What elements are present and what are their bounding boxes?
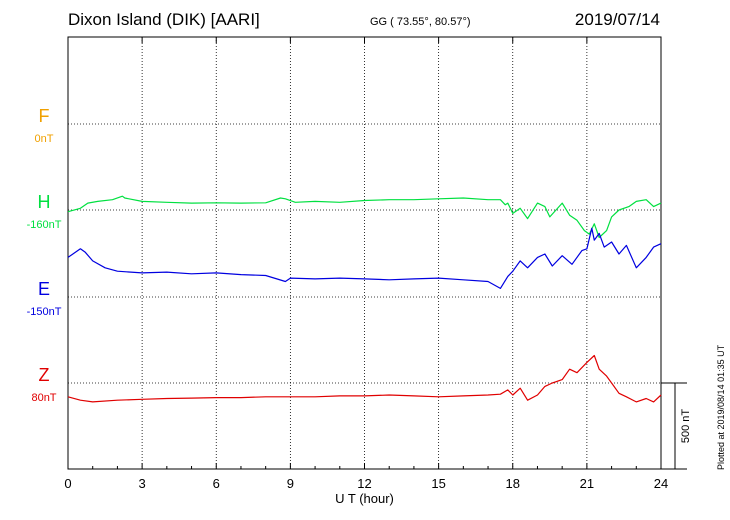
series-baseline-z: 80nT (31, 392, 56, 404)
x-tick-label: 15 (431, 476, 445, 491)
scale-bar-label: 500 nT (680, 409, 692, 444)
series-name-e: E (38, 279, 50, 299)
x-axis-label: U T (hour) (335, 491, 394, 506)
x-tick-label: 9 (287, 476, 294, 491)
x-tick-label: 12 (357, 476, 371, 491)
x-tick-label: 21 (580, 476, 594, 491)
x-tick-label: 24 (654, 476, 668, 491)
series-name-z: Z (39, 365, 50, 385)
series-baseline-e: -150nT (27, 306, 62, 318)
series-name-h: H (38, 192, 51, 212)
x-tick-label: 3 (139, 476, 146, 491)
series-line-e (67, 227, 662, 289)
x-tick-label: 18 (506, 476, 520, 491)
geographic-coordinates: GG ( 73.55°, 80.57°) (370, 16, 471, 28)
series-name-f: F (39, 106, 50, 126)
x-tick-label: 0 (64, 476, 71, 491)
x-tick-label: 6 (213, 476, 220, 491)
plot-date: 2019/07/14 (574, 10, 660, 29)
series-baseline-f: 0nT (35, 133, 54, 145)
series-baseline-h: -160nT (27, 219, 62, 231)
station-title: Dixon Island (DIK) [AARI] (68, 10, 260, 29)
series-line-z (67, 354, 662, 403)
